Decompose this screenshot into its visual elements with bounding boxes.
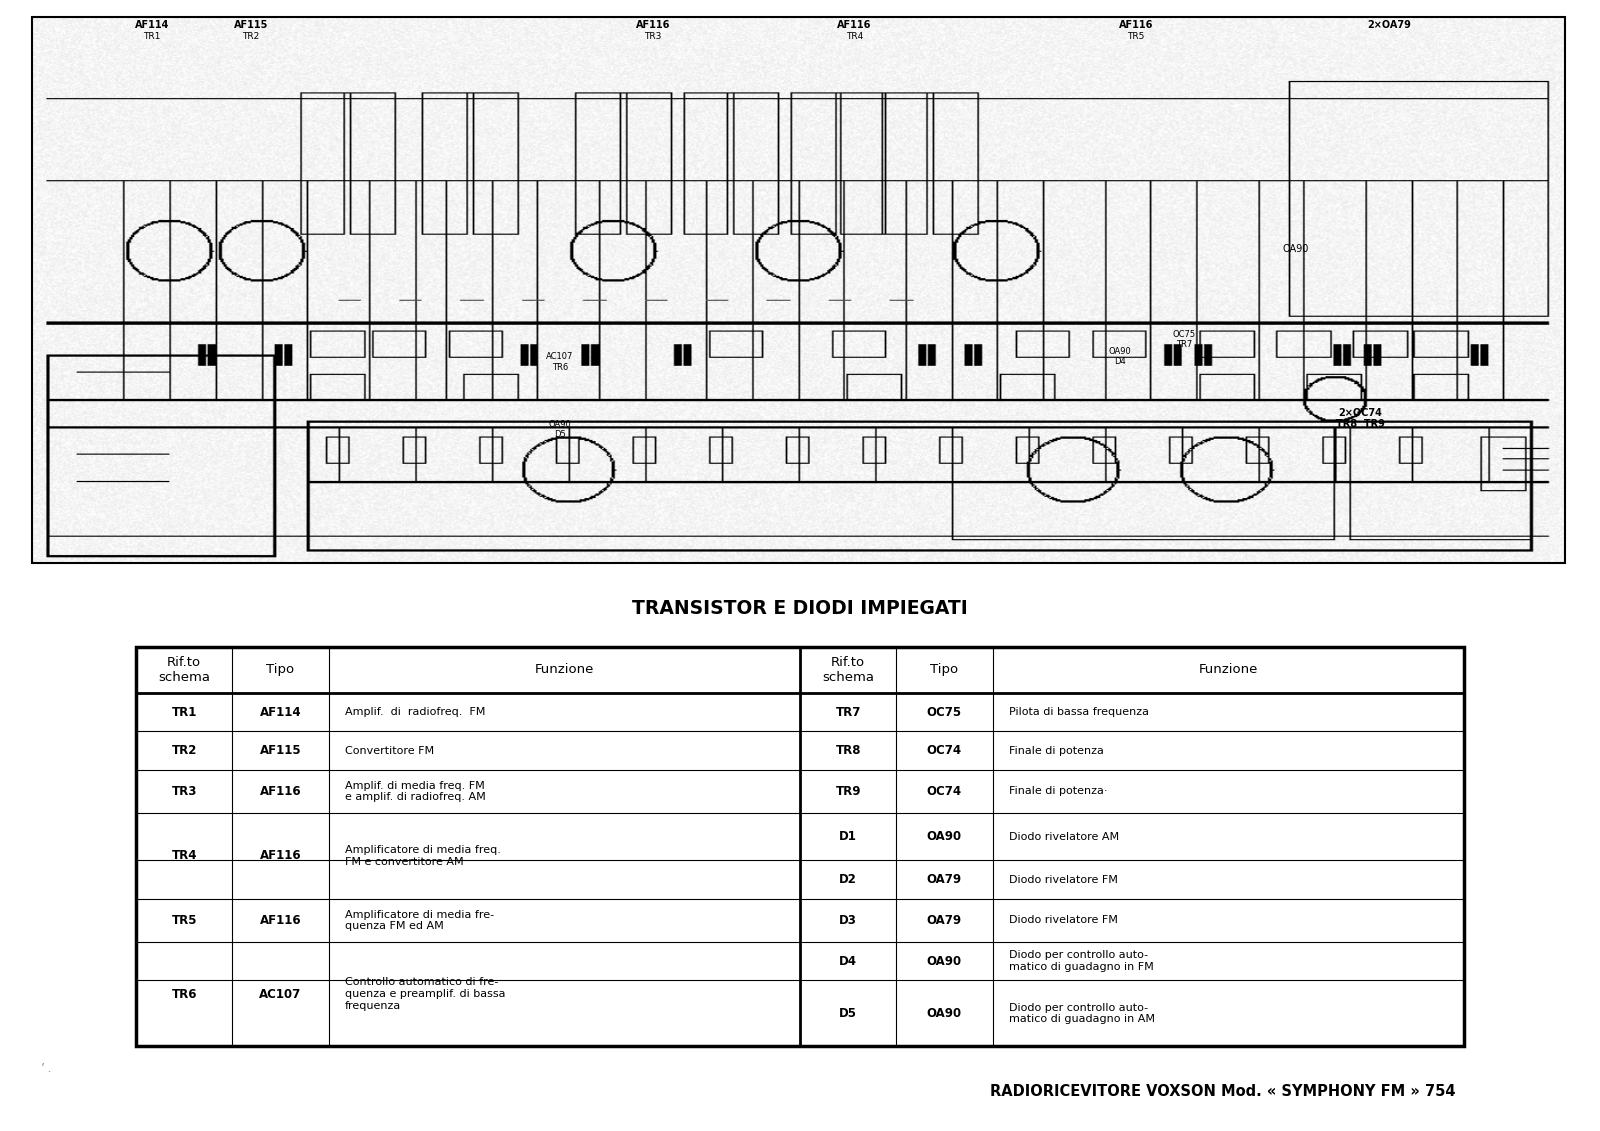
Text: RADIORICEVITORE VOXSON Mod. « SYMPHONY FM » 754: RADIORICEVITORE VOXSON Mod. « SYMPHONY F… [990,1083,1456,1099]
Text: AF116: AF116 [837,20,872,29]
Text: Pilota di bassa frequenza: Pilota di bassa frequenza [1008,707,1149,717]
Text: OA90: OA90 [1283,244,1309,253]
Bar [136,647,1464,1046]
Text: TR1: TR1 [144,32,160,41]
Text: Funzione: Funzione [1198,664,1258,676]
Text: AF116: AF116 [635,20,670,29]
Text: AF114: AF114 [259,706,301,718]
Text: OA90
D4: OA90 D4 [1109,346,1131,366]
Text: Diodo rivelatore FM: Diodo rivelatore FM [1008,874,1117,884]
Text: TR2: TR2 [243,32,259,41]
Text: TR4: TR4 [171,849,197,863]
Text: Diodo per controllo auto-
matico di guadagno in FM: Diodo per controllo auto- matico di guad… [1008,950,1154,972]
Text: AF116: AF116 [259,914,301,927]
Text: TR7: TR7 [835,706,861,718]
Text: AF115: AF115 [259,744,301,757]
Text: TR2: TR2 [171,744,197,757]
Bar [32,17,1565,563]
Text: TR4: TR4 [846,32,862,41]
Text: OA79: OA79 [926,914,962,927]
Text: D5: D5 [838,1007,858,1020]
Text: Amplificatore di media freq.
FM e convertitore AM: Amplificatore di media freq. FM e conver… [344,845,501,866]
Text: ’ .: ’ . [40,1062,51,1076]
Text: Rif.to
schema: Rif.to schema [822,656,874,684]
Text: OC74: OC74 [926,785,962,797]
Text: D4: D4 [838,955,858,968]
Text: Diodo rivelatore AM: Diodo rivelatore AM [1008,831,1118,841]
Text: OA79: OA79 [926,873,962,887]
Text: Finale di potenza·: Finale di potenza· [1008,786,1107,796]
Text: OA90: OA90 [926,955,962,968]
Text: AF115: AF115 [234,20,269,29]
Text: D3: D3 [840,914,858,927]
Text: TR3: TR3 [171,785,197,797]
Text: AC107: AC107 [259,987,301,1001]
Text: Tipo: Tipo [930,664,958,676]
Text: D1: D1 [840,830,858,844]
Text: TR6: TR6 [171,987,197,1001]
Text: TR3: TR3 [645,32,661,41]
Text: TRANSISTOR E DIODI IMPIEGATI: TRANSISTOR E DIODI IMPIEGATI [632,599,968,618]
Text: OA90
D5: OA90 D5 [549,420,571,440]
Text: AF114: AF114 [134,20,170,29]
Text: OA90: OA90 [926,1007,962,1020]
Text: 2×OA79: 2×OA79 [1366,20,1411,29]
Text: Diodo rivelatore FM: Diodo rivelatore FM [1008,915,1117,925]
Text: Amplif.  di  radiofreq.  FM: Amplif. di radiofreq. FM [344,707,485,717]
Text: TR5: TR5 [171,914,197,927]
Text: Tipo: Tipo [266,664,294,676]
Text: D2: D2 [840,873,858,887]
Text: Amplif. di media freq. FM
e amplif. di radiofreq. AM: Amplif. di media freq. FM e amplif. di r… [344,780,485,802]
Text: AC107
TR6: AC107 TR6 [546,352,574,372]
Text: TR5: TR5 [1128,32,1144,41]
Text: Amplificatore di media fre-
quenza FM ed AM: Amplificatore di media fre- quenza FM ed… [344,909,494,931]
Text: OC74: OC74 [926,744,962,757]
Text: 2×OC74
TR8  TR9: 2×OC74 TR8 TR9 [1336,407,1384,430]
Text: Convertitore FM: Convertitore FM [344,745,434,756]
Text: OC75: OC75 [926,706,962,718]
Text: OA90: OA90 [926,830,962,844]
Bar [32,17,1565,563]
Text: AF116: AF116 [259,785,301,797]
Text: AF116: AF116 [1118,20,1154,29]
Text: Finale di potenza: Finale di potenza [1008,745,1104,756]
Text: Diodo per controllo auto-
matico di guadagno in AM: Diodo per controllo auto- matico di guad… [1008,1002,1155,1025]
Text: Rif.to
schema: Rif.to schema [158,656,210,684]
Text: TR8: TR8 [835,744,861,757]
Text: TR9: TR9 [835,785,861,797]
Text: Funzione: Funzione [534,664,594,676]
Text: AF116: AF116 [259,849,301,863]
Text: OC75
TR7: OC75 TR7 [1173,329,1195,349]
Text: TR1: TR1 [171,706,197,718]
Text: Controllo automatico di fre-
quenza e preamplif. di bassa
frequenza: Controllo automatico di fre- quenza e pr… [344,977,506,1011]
